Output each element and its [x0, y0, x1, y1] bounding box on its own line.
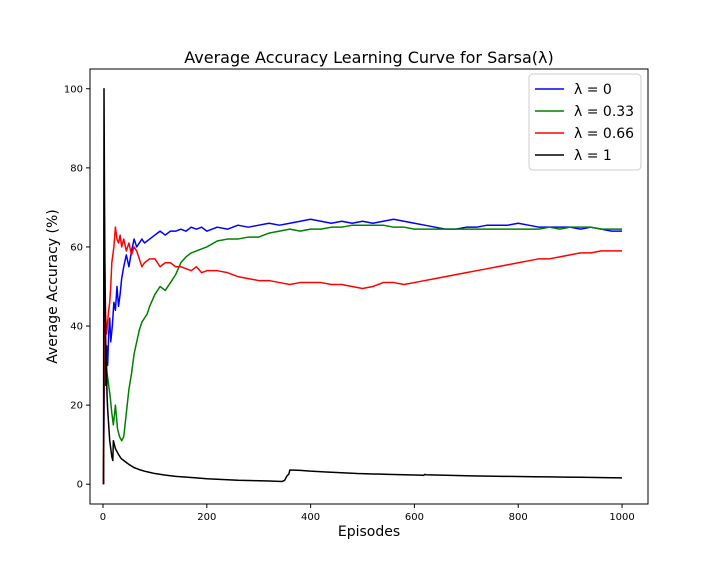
- y-tick-label: 20: [70, 401, 83, 412]
- legend-box: [528, 73, 642, 171]
- x-tick-label: 0: [100, 512, 106, 523]
- x-tick-label: 800: [509, 512, 528, 523]
- x-axis-label: Episodes: [338, 524, 400, 540]
- series-line-2: [102, 226, 623, 485]
- x-axis-ticks: 0 200 400 600 800 1000: [100, 504, 635, 523]
- legend: λ = 0 λ = 0.33 λ = 0.66 λ = 1: [528, 73, 642, 171]
- x-tick-label: 400: [301, 512, 320, 523]
- y-tick-label: 100: [64, 84, 83, 95]
- x-tick-label: 200: [197, 512, 216, 523]
- series-line-3: [102, 88, 623, 485]
- series-line-0: [102, 218, 623, 485]
- plot-frame: [89, 68, 649, 505]
- x-tick-label: 1000: [609, 512, 634, 523]
- legend-label-0: λ = 0: [574, 82, 612, 98]
- y-axis-label: Average Accuracy (%): [45, 209, 61, 364]
- y-tick-label: 60: [70, 242, 83, 253]
- legend-label-2: λ = 0.66: [574, 126, 634, 142]
- plot-lines: [102, 88, 623, 485]
- legend-label-1: λ = 0.33: [574, 104, 634, 120]
- chart-title: Average Accuracy Learning Curve for Sars…: [184, 48, 553, 67]
- y-tick-label: 40: [70, 322, 83, 333]
- y-tick-label: 80: [70, 163, 83, 174]
- x-tick-label: 600: [405, 512, 424, 523]
- series-line-1: [102, 224, 623, 485]
- y-axis-ticks: 0 20 40 60 80 100: [64, 84, 90, 491]
- legend-label-3: λ = 1: [574, 148, 612, 164]
- y-tick-label: 0: [77, 480, 83, 491]
